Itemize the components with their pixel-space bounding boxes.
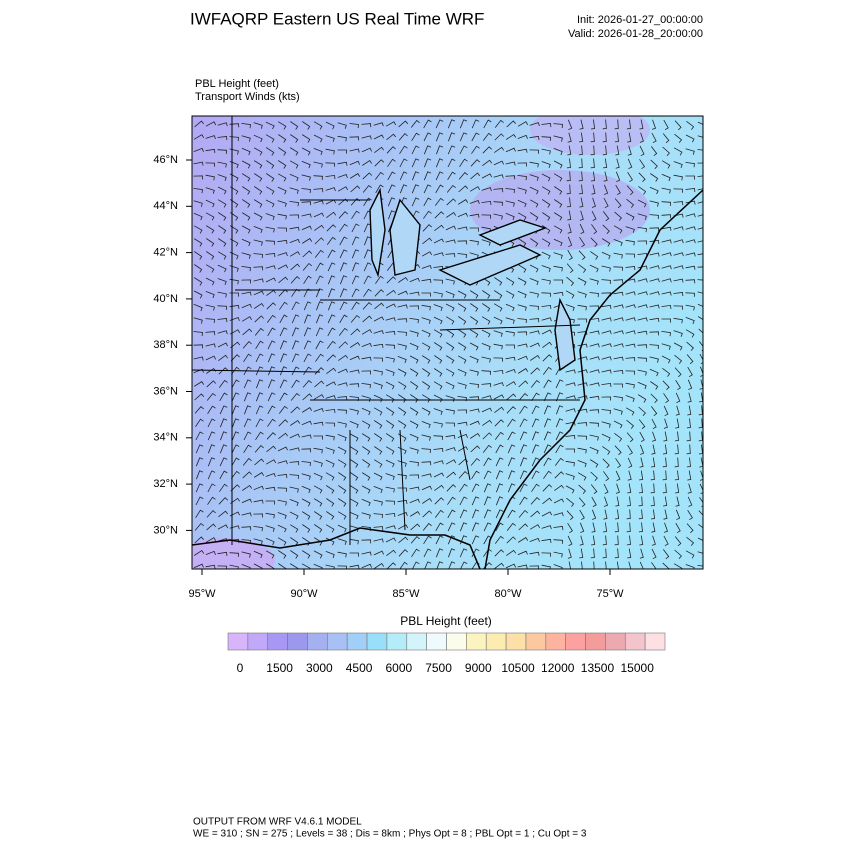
lon-axis: 95°W 90°W 85°W 80°W 75°W (188, 569, 624, 600)
colorbar-box (307, 632, 328, 651)
lat-label: 42°N (153, 247, 178, 259)
colorbar-box (545, 632, 566, 651)
lon-label: 75°W (596, 588, 624, 600)
field-label: PBL Height (feet) (195, 78, 279, 90)
lat-axis: 46°N 44°N 42°N 40°N 38°N 36°N 34°N 32°N 30°N (153, 154, 192, 536)
colorbar-box (585, 632, 606, 651)
colorbar-box (505, 632, 527, 651)
low-pbl-area (530, 116, 650, 155)
colorbar-label: 12000 (541, 661, 575, 675)
map-frame (191, 115, 704, 570)
lat-label: 40°N (153, 293, 178, 305)
lat-label: 38°N (153, 339, 178, 351)
colorbar-label: 15000 (621, 661, 655, 675)
barb-set (193, 119, 703, 569)
colorbar-box (446, 632, 467, 651)
colorbar-box (426, 632, 447, 651)
colorbar-label: 7500 (425, 661, 452, 675)
colorbar-label: 13500 (581, 661, 615, 675)
colorbar-label: 6000 (385, 661, 412, 675)
lat-label: 36°N (153, 385, 178, 397)
wind-barbs (193, 119, 703, 569)
colorbar-box (247, 632, 269, 651)
lon-label: 90°W (290, 588, 318, 600)
footer-line: OUTPUT FROM WRF V4.6.1 MODEL (193, 817, 362, 828)
coastline (484, 189, 703, 569)
state-borders (192, 116, 581, 545)
great-lakes (369, 187, 576, 372)
lat-label: 46°N (153, 154, 178, 166)
colorbar-box (227, 632, 249, 651)
colorbar-box (366, 632, 388, 651)
colorbar-box (466, 632, 487, 651)
colorbar-label: 3000 (306, 661, 333, 675)
colorbar-box (406, 632, 427, 651)
title: IWFAQRP Eastern US Real Time WRF (190, 9, 484, 28)
colorbar: 0 1500 3000 4500 6000 7500 9000 10500 12000 13500… (227, 632, 666, 675)
colorbar-label: 10500 (501, 661, 535, 675)
colorbar-box (624, 632, 646, 651)
low-pbl-area (192, 538, 275, 569)
colorbar-box (287, 632, 308, 651)
lon-label: 85°W (392, 588, 420, 600)
colorbar-box (525, 632, 547, 651)
lon-label: 95°W (188, 588, 216, 600)
map-field (192, 116, 703, 569)
init-time: Init: 2026-01-27_00:00:00 (577, 14, 703, 26)
colorbar-title: PBL Height (feet) (400, 614, 492, 628)
valid-time: Valid: 2026-01-28_20:00:00 (568, 28, 703, 40)
colorbar-box (605, 632, 626, 651)
colorbar-box (644, 632, 666, 651)
colorbar-box (485, 632, 507, 651)
colorbar-box (386, 632, 408, 651)
colorbar-box (327, 632, 348, 651)
colorbar-box (565, 632, 586, 651)
colorbar-box (267, 632, 288, 651)
field-label: Transport Winds (kts) (195, 91, 300, 103)
coastline (192, 527, 481, 569)
colorbar-label: 4500 (346, 661, 373, 675)
colorbar-label: 0 (237, 661, 244, 675)
lat-label: 32°N (153, 478, 178, 490)
footer-line: WE = 310 ; SN = 275 ; Levels = 38 ; Dis … (193, 829, 587, 840)
lat-label: 34°N (153, 432, 178, 444)
colorbar-label: 9000 (465, 661, 492, 675)
colorbar-box (346, 632, 368, 651)
lat-label: 30°N (153, 524, 178, 536)
lon-label: 80°W (494, 588, 522, 600)
lat-label: 44°N (153, 200, 178, 212)
colorbar-label: 1500 (266, 661, 293, 675)
